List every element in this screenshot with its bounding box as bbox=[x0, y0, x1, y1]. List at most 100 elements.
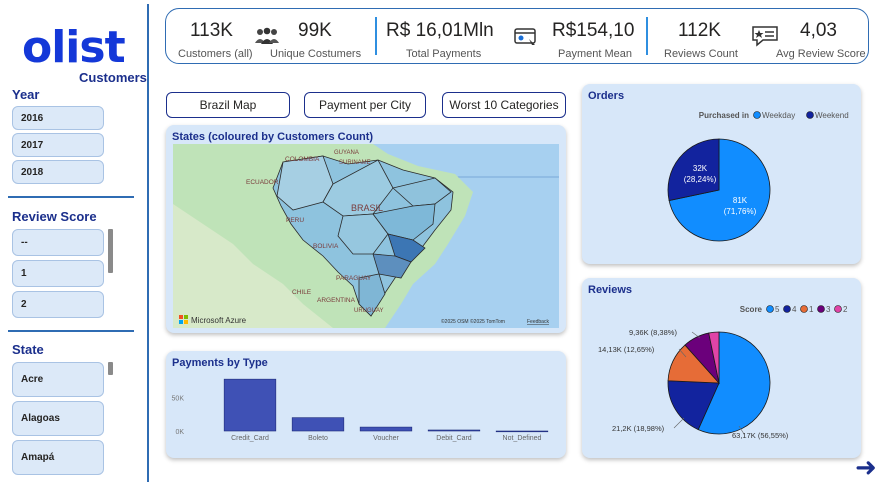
y-tick-label: 0K bbox=[175, 429, 184, 436]
reviews-data-label-3: 9,36K (8,38%) bbox=[629, 328, 677, 337]
reviews-slice-1[interactable] bbox=[667, 380, 720, 431]
reviews-legend-marker-1 bbox=[800, 305, 808, 313]
sidebar-divider bbox=[147, 4, 149, 482]
reviews-leader-line bbox=[691, 331, 701, 339]
reviews-slice-0[interactable] bbox=[697, 331, 771, 435]
reviews-legend-label-4: 4 bbox=[792, 305, 797, 314]
reviews-legend-marker-3 bbox=[817, 305, 825, 313]
microsoft-logo-icon bbox=[179, 315, 188, 324]
filter-sidebar: olist Customers Year 2016 2017 2018 Revi… bbox=[0, 0, 150, 494]
map-label-guyana: GUYANA bbox=[334, 150, 359, 156]
reviews-legend-title: Score bbox=[740, 305, 763, 314]
reviews-legend-label-1: 1 bbox=[809, 305, 814, 314]
map-provider: Microsoft Azure bbox=[191, 316, 247, 325]
orders-pie-chart: Purchased in Weekday Weekend 81K (71,76%) 32K… bbox=[667, 111, 849, 242]
review-icon bbox=[752, 26, 778, 47]
reviews-pie-chart: Score 5 4 1 3 2 63,17K (56,55%) 21,2K (18,98%) 1… bbox=[598, 305, 848, 440]
next-page-arrow-icon[interactable]: ➜ bbox=[855, 452, 877, 482]
review-score-option-2[interactable]: 2 bbox=[12, 291, 104, 318]
state-scrollbar[interactable] bbox=[108, 362, 113, 375]
review-score-option-1[interactable]: 1 bbox=[12, 260, 104, 287]
orders-legend-weekday-marker bbox=[753, 111, 761, 119]
map-label-ecuador: ECUADOR bbox=[246, 179, 279, 186]
x-tick-label: Boleto bbox=[308, 435, 328, 442]
state-option-amapa[interactable]: Amapá bbox=[12, 440, 104, 475]
brazil-map[interactable]: COLOMBIA GUYANA SURINAME ECUADOR BRASIL … bbox=[173, 144, 559, 328]
kpi-customers-value: 113K bbox=[190, 20, 233, 41]
reviews-slice-4[interactable] bbox=[708, 331, 720, 384]
reviews-data-label-4: 21,2K (18,98%) bbox=[612, 424, 665, 433]
payment-bar-boleto[interactable] bbox=[291, 417, 345, 432]
reviews-legend-marker-4 bbox=[783, 305, 791, 313]
kpi-customers-label: Customers (all) bbox=[178, 48, 253, 60]
reviews-legend-marker-2 bbox=[834, 305, 842, 313]
orders-slice-weekday[interactable] bbox=[668, 138, 771, 242]
reviews-data-label-1: 14,13K (12,65%) bbox=[598, 345, 655, 354]
year-option-2018[interactable]: 2018 bbox=[12, 160, 104, 184]
x-tick-label: Not_Defined bbox=[503, 435, 542, 442]
map-label-colombia: COLOMBIA bbox=[285, 156, 320, 163]
orders-label-weekend: 32K bbox=[693, 164, 708, 173]
x-tick-label: Voucher bbox=[373, 435, 399, 442]
review-score-scrollbar[interactable] bbox=[108, 229, 113, 273]
payment-per-city-button[interactable]: Payment per City bbox=[304, 92, 426, 118]
kpi-avg-review-label: Avg Review Score bbox=[776, 48, 866, 60]
map-label-paraguay: PARAGUAY bbox=[336, 275, 372, 282]
map-label-uruguay: URUGUAY bbox=[354, 308, 384, 314]
divider bbox=[8, 330, 134, 332]
map-label-brasil: BRASIL bbox=[351, 203, 383, 213]
kpi-divider bbox=[375, 17, 377, 55]
orders-label-weekday: 81K bbox=[733, 196, 748, 205]
x-tick-label: Credit_Card bbox=[231, 435, 269, 442]
orders-panel: Orders Purchased in Weekday Weekend 81K (71,… bbox=[582, 84, 861, 264]
orders-legend-weekday-label: Weekday bbox=[762, 111, 795, 120]
orders-slice-weekend[interactable] bbox=[667, 138, 720, 202]
worst-categories-button[interactable]: Worst 10 Categories bbox=[442, 92, 566, 118]
map-title: States (coloured by Customers Count) bbox=[172, 131, 374, 143]
kpi-total-payments-label: Total Payments bbox=[406, 48, 482, 60]
payments-by-type-panel: Payments by Type 50K 0K Credit_Card Boleto V… bbox=[166, 351, 566, 458]
reviews-data-label-5: 63,17K (56,55%) bbox=[732, 431, 789, 440]
brazil-map-button[interactable]: Brazil Map bbox=[166, 92, 290, 118]
payments-title: Payments by Type bbox=[172, 357, 268, 369]
reviews-leader-line bbox=[678, 348, 687, 358]
year-option-2016[interactable]: 2016 bbox=[12, 106, 104, 130]
kpi-payment-mean-value: R$154,10 bbox=[552, 20, 635, 41]
states-map-panel: States (coloured by Customers Count) COL… bbox=[166, 125, 566, 333]
state-option-alagoas[interactable]: Alagoas bbox=[12, 401, 104, 436]
review-score-slicer-title: Review Score bbox=[12, 209, 97, 224]
map-label-suriname: SURINAME bbox=[339, 160, 371, 166]
kpi-reviews-count-label: Reviews Count bbox=[664, 48, 738, 60]
kpi-unique-customers-value: 99K bbox=[298, 20, 332, 41]
logo-subtitle: Customers bbox=[79, 70, 147, 85]
payment-bar-credit_card[interactable] bbox=[223, 378, 277, 432]
orders-title: Orders bbox=[588, 90, 625, 102]
map-label-peru: PERU bbox=[286, 217, 304, 224]
x-tick-label: Debit_Card bbox=[436, 435, 472, 442]
kpi-divider bbox=[646, 17, 648, 55]
olist-logo: olist bbox=[22, 22, 126, 73]
year-option-2017[interactable]: 2017 bbox=[12, 133, 104, 157]
kpi-bar: 113K Customers (all) 99K Unique Costumer… bbox=[165, 8, 869, 64]
orders-label-weekend-pct: (28,24%) bbox=[684, 175, 717, 184]
orders-legend-weekend-label: Weekend bbox=[815, 111, 849, 120]
reviews-panel: Reviews Score 5 4 1 3 2 63,17K (56,55%) 21,2K (… bbox=[582, 278, 861, 458]
map-label-argentina: ARGENTINA bbox=[317, 297, 356, 304]
reviews-legend-marker-5 bbox=[766, 305, 774, 313]
y-tick-label: 50K bbox=[172, 395, 185, 402]
year-slicer-title: Year bbox=[12, 87, 40, 102]
map-label-bolivia: BOLIVIA bbox=[313, 243, 339, 250]
payment-bar-voucher[interactable] bbox=[359, 426, 413, 432]
kpi-total-payments-value: R$ 16,01Mln bbox=[386, 20, 494, 41]
map-feedback-link[interactable]: Feedback bbox=[527, 319, 549, 325]
reviews-legend-label-2: 2 bbox=[843, 305, 848, 314]
kpi-payment-mean-label: Payment Mean bbox=[558, 48, 632, 60]
orders-legend-weekend-marker bbox=[806, 111, 814, 119]
kpi-unique-customers-label: Unique Costumers bbox=[270, 48, 362, 60]
state-option-acre[interactable]: Acre bbox=[12, 362, 104, 397]
payment-bar-debit_card[interactable] bbox=[427, 429, 481, 432]
payment-icon bbox=[514, 28, 536, 45]
payment-bar-not_defined[interactable] bbox=[495, 430, 549, 433]
review-score-option-blank[interactable]: -- bbox=[12, 229, 104, 256]
map-label-chile: CHILE bbox=[292, 289, 312, 296]
